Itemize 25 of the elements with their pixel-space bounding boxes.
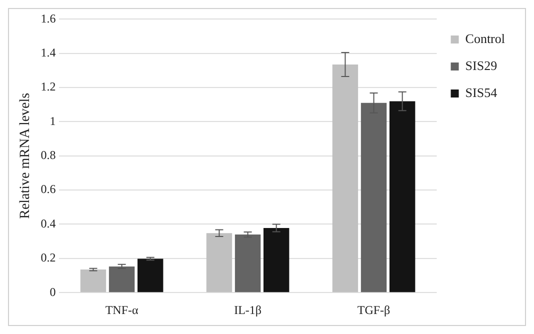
y-axis-title: Relative mRNA levels bbox=[18, 92, 34, 219]
y-tick-label: 1.4 bbox=[40, 46, 56, 60]
y-tick-label: 0 bbox=[50, 284, 56, 299]
x-tick-label: IL-1β bbox=[234, 302, 262, 317]
legend-label: SIS54 bbox=[465, 84, 498, 100]
bar bbox=[263, 228, 290, 292]
bar bbox=[360, 102, 387, 292]
legend-label: SIS29 bbox=[465, 58, 498, 73]
y-tick-label: 0.2 bbox=[40, 250, 56, 265]
bar bbox=[206, 233, 232, 292]
y-tick-label: 1.6 bbox=[40, 11, 56, 26]
y-tick-label: 0.8 bbox=[40, 148, 56, 162]
bar bbox=[234, 234, 261, 292]
bar bbox=[80, 270, 106, 292]
bar bbox=[332, 64, 358, 292]
bar bbox=[389, 101, 416, 292]
y-tick-label: 1 bbox=[50, 114, 56, 128]
x-tick-label: TGF-β bbox=[357, 302, 390, 317]
y-tick-label: 0.4 bbox=[40, 216, 56, 230]
legend-label: Control bbox=[465, 30, 506, 46]
bar bbox=[138, 258, 164, 292]
x-tick-label: TNF-α bbox=[105, 302, 139, 317]
y-tick-label: 1.2 bbox=[40, 80, 56, 94]
bar bbox=[108, 266, 135, 292]
y-tick-label: 0.6 bbox=[40, 182, 56, 196]
